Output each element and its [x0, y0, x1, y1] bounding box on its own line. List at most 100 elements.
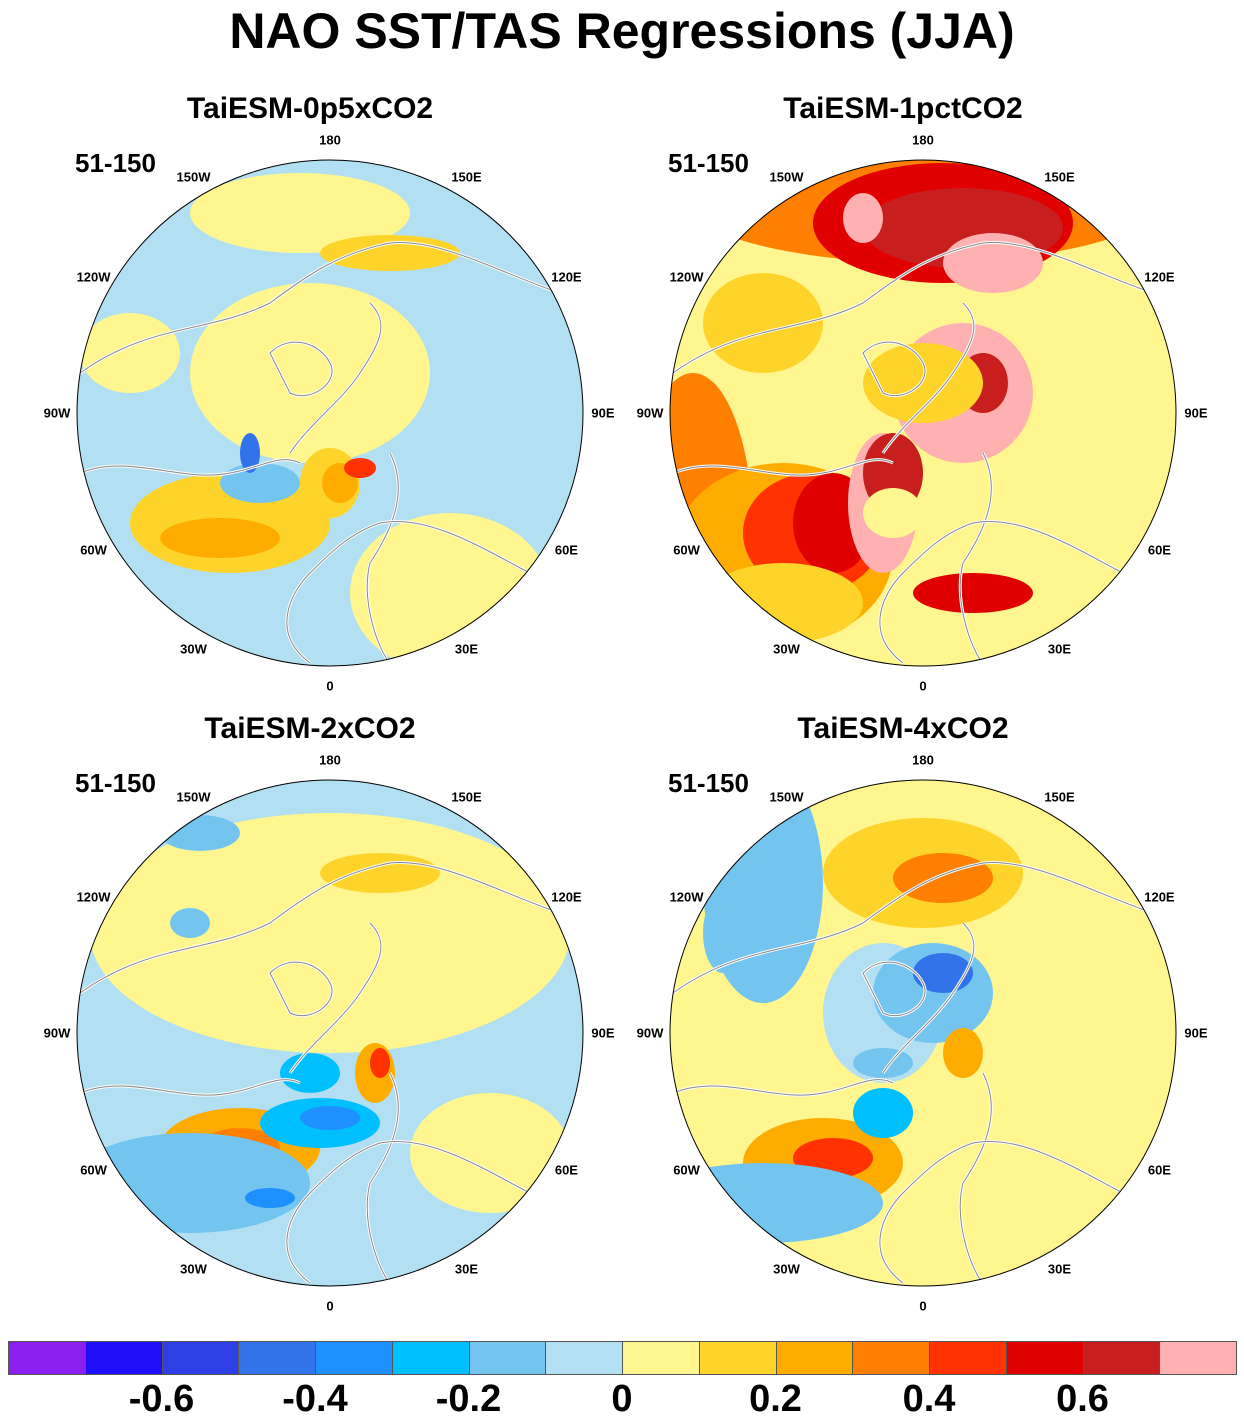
longitude-label: 180 [319, 752, 341, 768]
anomaly-region [245, 1188, 295, 1208]
figure-title: NAO SST/TAS Regressions (JJA) [229, 3, 1015, 59]
coastline [366, 452, 399, 664]
coastline [289, 922, 382, 1074]
colorbar-tick-label: -0.2 [435, 1378, 502, 1420]
longitude-label: 120W [76, 269, 111, 284]
longitude-label: 90E [1184, 405, 1208, 421]
coastline [879, 1141, 1124, 1284]
coastline [672, 242, 1154, 374]
longitude-label: 30E [1047, 1261, 1072, 1277]
anomaly-region [240, 433, 260, 473]
anomaly-region [893, 853, 993, 903]
longitude-label: 90W [43, 1025, 71, 1041]
map-border [76, 159, 584, 667]
anomaly-region [320, 235, 460, 271]
colorbar-box [929, 1341, 1007, 1375]
colorbar-box [238, 1341, 316, 1375]
longitude-label: 120E [1144, 269, 1175, 284]
longitude-label: 30E [454, 641, 479, 657]
map-panel: TaiESM-2xCO2 51-150 180 150E 120E 90E 60E 30E 0 3… [0, 710, 620, 1330]
anomaly-region [320, 853, 440, 893]
colorbar-box [775, 1341, 854, 1375]
longitude-label: 120E [551, 269, 582, 284]
colorbar-box [698, 1341, 777, 1375]
map-panel: TaiESM-0p5xCO2 51-150 180 150E 120E 90E 60E 30E… [0, 90, 620, 710]
longitude-label: 150W [176, 169, 211, 185]
panel-title: TaiESM-1pctCO2 [783, 92, 1023, 125]
longitude-label: 150W [769, 169, 804, 185]
colorbar-box [84, 1341, 163, 1375]
coastline [959, 452, 992, 664]
coastline [672, 1079, 894, 1096]
longitude-label: 60W [80, 1162, 107, 1177]
map-border [669, 779, 1177, 1287]
longitude-label: 60W [80, 542, 107, 557]
map-panel: TaiESM-4xCO2 51-150 180 150E 120E 90E 60E 30E 0 3… [593, 710, 1213, 1330]
anomaly-region [220, 463, 300, 503]
longitude-label: 30W [773, 1261, 800, 1277]
longitude-label: 180 [912, 752, 934, 768]
colorbar-tick-label: 0.2 [749, 1378, 802, 1420]
period-label: 51-150 [75, 768, 156, 798]
longitude-label: 150E [451, 789, 482, 805]
longitude-label: 60W [673, 542, 700, 557]
colorbar-box [1005, 1341, 1084, 1375]
anomaly-region [160, 815, 240, 851]
coastline [79, 459, 301, 476]
longitude-label: 0 [919, 678, 927, 694]
longitude-label: 60E [1147, 542, 1171, 557]
longitude-label: 90E [591, 1025, 615, 1041]
anomaly-region [913, 573, 1033, 613]
anomaly-region [410, 1093, 570, 1213]
coastline [882, 922, 975, 1074]
colorbar-box [8, 1341, 86, 1375]
panel-title: TaiESM-2xCO2 [204, 712, 416, 745]
longitude-label: 120W [669, 269, 704, 284]
longitude-label: 180 [319, 132, 341, 148]
longitude-label: 0 [919, 1298, 927, 1314]
longitude-label: 0 [326, 678, 334, 694]
colorbar-tick-label: 0.4 [902, 1378, 956, 1420]
coastline [79, 862, 561, 994]
anomaly-region [843, 193, 883, 243]
colorbar-tick-label: -0.4 [282, 1378, 348, 1420]
anomaly-region [190, 283, 430, 463]
coastline [882, 302, 975, 454]
anomaly-region [863, 343, 983, 423]
coastline [862, 341, 926, 397]
longitude-label: 0 [326, 1298, 334, 1314]
anomaly-region [853, 1088, 913, 1138]
longitude-label: 90W [636, 1025, 664, 1041]
longitude-label: 90W [43, 405, 71, 421]
longitude-label: 120E [1144, 889, 1175, 904]
anomaly-region [90, 813, 570, 1053]
anomaly-region [170, 908, 210, 938]
longitude-label: 30W [180, 641, 207, 657]
coastline [366, 1072, 399, 1284]
period-label: 51-150 [75, 148, 156, 178]
longitude-label: 90W [636, 405, 664, 421]
anomaly-region [77, 1133, 310, 1233]
map-border [669, 159, 1177, 667]
coastline [672, 459, 894, 476]
coastline [862, 961, 926, 1017]
period-label: 51-150 [668, 148, 749, 178]
colorbar-tick-label: 0 [611, 1378, 633, 1420]
longitude-label: 120E [551, 889, 582, 904]
coastline [289, 302, 382, 454]
map-panel: TaiESM-1pctCO2 51-150 180 150E 120E 90E 60E 30E… [593, 90, 1213, 710]
colorbar-box [852, 1341, 930, 1375]
coastline [959, 1072, 992, 1284]
coastline [269, 961, 333, 1017]
polar-map [669, 779, 1177, 1287]
longitude-label: 30W [180, 1261, 207, 1277]
colorbar-box [468, 1341, 547, 1375]
polar-map [76, 779, 584, 1287]
coastline [286, 1141, 531, 1284]
colorbar-box [622, 1341, 700, 1375]
colorbar-tick-label: -0.6 [128, 1378, 195, 1420]
anomaly-region [190, 173, 410, 253]
longitude-label: 150W [176, 789, 211, 805]
anomaly-region [863, 488, 923, 538]
longitude-label: 60E [1147, 1162, 1171, 1177]
